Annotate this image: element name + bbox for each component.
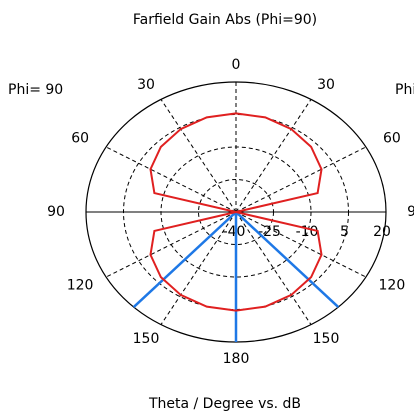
- theta-tick-label: 60: [71, 131, 89, 147]
- r-tick-label: -40: [223, 224, 246, 240]
- grid-spoke: [235, 99, 312, 213]
- gain-curve: [149, 112, 323, 312]
- r-tick-label: -25: [258, 224, 281, 240]
- theta-tick-label: 120: [67, 277, 94, 293]
- grid-spoke: [235, 146, 367, 213]
- theta-tick-label: 30: [317, 77, 335, 93]
- theta-tick-label: 120: [379, 277, 406, 293]
- grid-spoke: [160, 211, 237, 325]
- r-tick-label: 5: [340, 224, 349, 240]
- theta-tick-label: 60: [383, 131, 401, 147]
- grid-spoke: [160, 99, 237, 213]
- marker-line: [132, 211, 237, 308]
- grid-spoke: [105, 211, 237, 278]
- theta-tick-label: 0: [232, 57, 241, 73]
- theta-tick-label: 90: [407, 204, 414, 220]
- theta-tick-label: 30: [137, 77, 155, 93]
- chart-title: Farfield Gain Abs (Phi=90): [133, 12, 317, 28]
- phi-label-right: Phi: [395, 82, 414, 98]
- r-tick-label: 20: [373, 224, 391, 240]
- grid-spoke: [235, 211, 367, 278]
- theta-tick-label: 90: [47, 204, 65, 220]
- theta-tick-label: 180: [223, 351, 250, 367]
- theta-tick-label: 150: [313, 331, 340, 347]
- x-axis-label: Theta / Degree vs. dB: [148, 396, 301, 412]
- marker-line: [235, 211, 340, 308]
- theta-tick-label: 150: [133, 331, 160, 347]
- grid-spoke: [105, 146, 237, 213]
- grid-spoke: [235, 211, 312, 325]
- phi-label-left: Phi= 90: [8, 82, 63, 98]
